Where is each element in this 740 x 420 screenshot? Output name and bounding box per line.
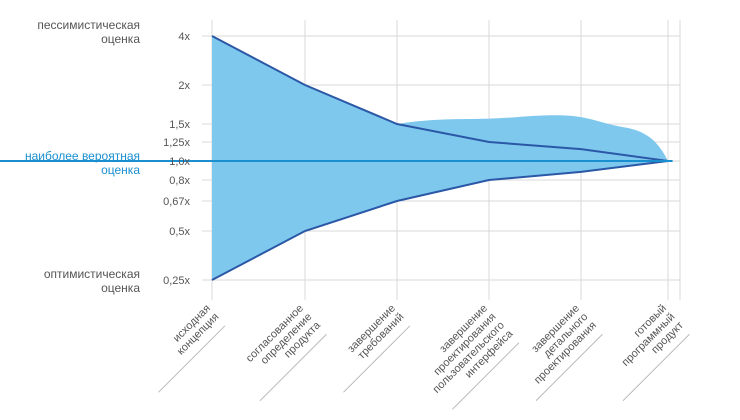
side-label-most-likely: наиболее вероятная xyxy=(25,149,140,163)
x-category-underline xyxy=(452,342,520,410)
x-category-underline xyxy=(535,333,603,402)
x-category-underline xyxy=(343,325,411,393)
upper-bound-line xyxy=(211,35,669,162)
y-tick-label: 0,5x xyxy=(169,226,190,238)
bound-lines xyxy=(0,35,673,281)
x-category-label: завершениепроектированияпользовательског… xyxy=(431,302,520,410)
x-category-underline xyxy=(158,325,226,393)
side-label-optimistic: оценка xyxy=(101,281,140,295)
variability-band-area xyxy=(397,115,668,161)
y-tick-label: 1,25x xyxy=(163,137,190,149)
y-tick-label: 1,0x xyxy=(169,156,190,168)
side-label-pessimistic: пессимистическая xyxy=(37,18,140,32)
side-label-pessimistic: оценка xyxy=(101,32,140,46)
y-tick-label: 0,25x xyxy=(163,275,190,287)
y-axis-ticks: 4x 2x 1,5x 1,25x 1,0x 0,8x 0,67x 0,5x 0,25x xyxy=(163,31,190,287)
y-tick-label: 1,5x xyxy=(169,119,190,131)
cone-area xyxy=(212,36,668,280)
x-category-underline xyxy=(259,333,327,402)
x-category-underline xyxy=(622,333,690,402)
uncertainty-area xyxy=(212,36,668,280)
lower-bound-line xyxy=(211,160,669,281)
y-tick-label: 4x xyxy=(178,31,190,43)
y-tick-label: 0,67x xyxy=(163,196,190,208)
y-tick-label: 2x xyxy=(178,80,190,92)
side-label-optimistic: оптимистическая xyxy=(44,267,140,281)
side-label-most-likely: оценка xyxy=(101,163,140,177)
y-tick-label: 0,8x xyxy=(169,175,190,187)
